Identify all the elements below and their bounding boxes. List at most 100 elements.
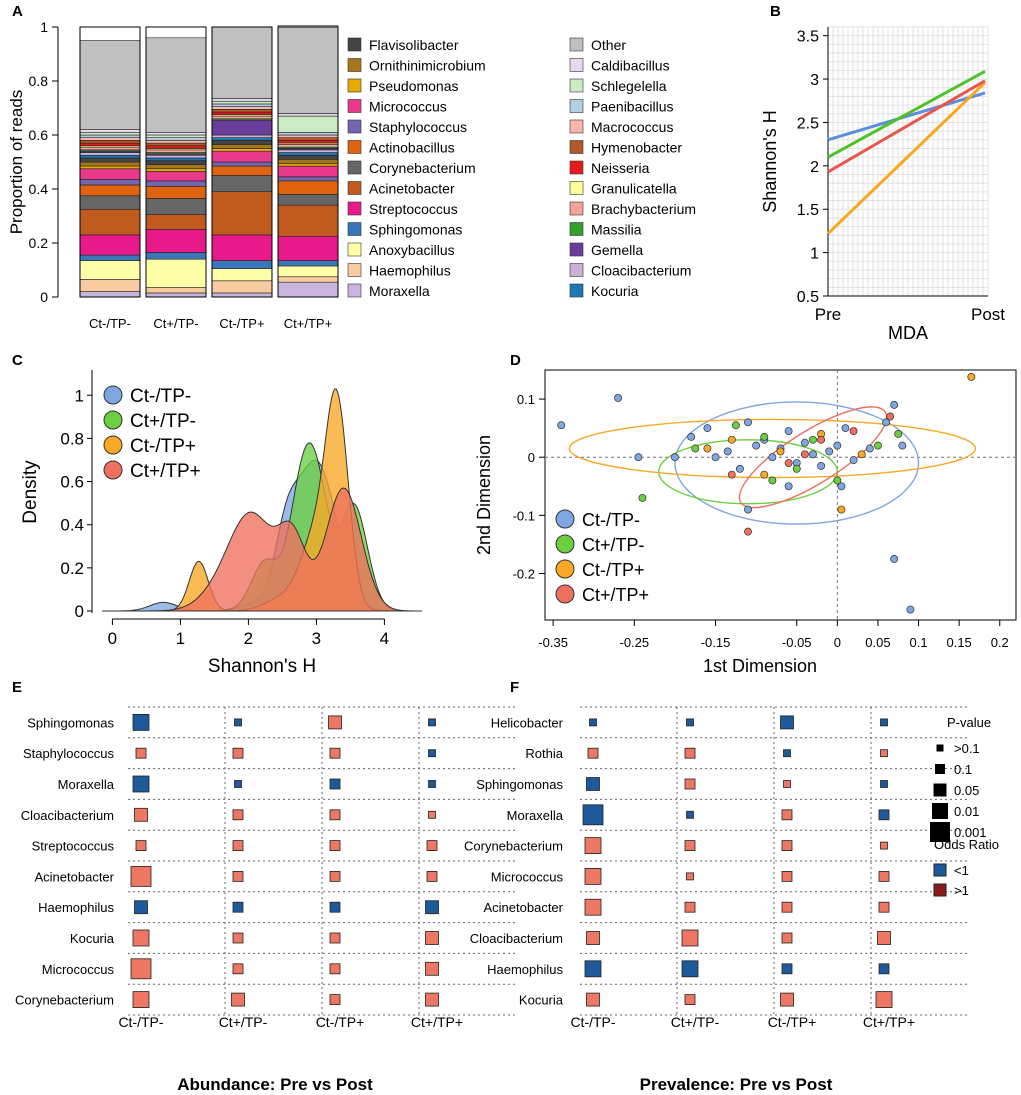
or-square-haemophilus-ct-tp bbox=[681, 960, 699, 978]
legend-pvalue-label: 0.01 bbox=[954, 804, 979, 819]
legend-swatch-haemophilus bbox=[347, 263, 362, 277]
or-square-cloacibacterium-ct-tp bbox=[586, 931, 600, 945]
bar-segment-micrococcus bbox=[277, 165, 339, 178]
bar-segment-anoxybacillus bbox=[211, 268, 273, 282]
bar-segment-ornithinimicrobium bbox=[145, 164, 207, 170]
bar-segment-anoxybacillus bbox=[145, 258, 207, 288]
bar-segment-sphingomonas bbox=[145, 252, 207, 260]
or-square-staphylococcus-ct-tp bbox=[428, 749, 436, 758]
bar-segment-caldibacillus bbox=[211, 98, 273, 102]
scatter-point-ct-tp bbox=[691, 444, 700, 453]
bar-segment-corynebacterium bbox=[211, 175, 273, 193]
panel-labels: A B C D E F bbox=[12, 3, 781, 696]
bar-segment-neisseria bbox=[277, 140, 339, 144]
confidence-ellipse-ct-tp bbox=[738, 406, 888, 509]
or-square-sphingomonas-ct-tp bbox=[328, 715, 342, 730]
y-tick-label: 0.2 bbox=[60, 559, 84, 578]
y-tick-label: 0.1 bbox=[517, 392, 535, 407]
bar-segment-corynebacterium bbox=[79, 195, 141, 210]
legend-label-ct-tp: Ct+/TP+ bbox=[130, 461, 201, 482]
legend-swatch-flavisolibacter bbox=[347, 37, 362, 52]
legend-swatch-hymenobacter bbox=[569, 140, 584, 154]
panel-title: Prevalence: Pre vs Post bbox=[640, 1075, 833, 1094]
x-axis-title: MDA bbox=[888, 323, 928, 343]
or-square-corynebacterium-ct-tp bbox=[584, 837, 602, 854]
bar-segment-haemophilus bbox=[145, 287, 207, 294]
or-square-micrococcus-ct-tp bbox=[878, 871, 890, 882]
bar-segment-ornithinimicrobium bbox=[211, 144, 273, 149]
bar-segment-brachybacterium bbox=[277, 144, 339, 148]
scatter-point-ct-tp bbox=[817, 435, 826, 444]
bar-segment-schlegelella bbox=[79, 132, 141, 136]
bar-segment-macrococcus bbox=[277, 134, 339, 139]
scatter-point-ct-tp bbox=[760, 432, 769, 441]
x-tick-label: -0.35 bbox=[538, 635, 568, 650]
bar-segment-ornithinimicrobium bbox=[277, 159, 339, 164]
or-square-moraxella-ct-tp bbox=[878, 809, 890, 821]
bar-segment-flavisolibacter bbox=[79, 157, 141, 163]
legend-swatch-granulicatella bbox=[569, 181, 584, 195]
panel-label-f: F bbox=[510, 679, 519, 696]
y-tick-label: 0.8 bbox=[29, 73, 49, 89]
row-label-moraxella: Moraxella bbox=[507, 808, 564, 823]
x-tick-label: 3 bbox=[312, 629, 321, 648]
or-square-haemophilus-ct-tp bbox=[781, 963, 793, 975]
legend-pvalue-square bbox=[935, 764, 945, 774]
bar-outline bbox=[79, 26, 141, 298]
row-label-kocuria: Kocuria bbox=[70, 931, 115, 946]
bar-segment-other bbox=[145, 37, 207, 133]
legend-label-ct-tp: Ct+/TP+ bbox=[582, 585, 649, 605]
legend-swatch-actinobacillus bbox=[347, 140, 362, 154]
legend-pvalue-square bbox=[933, 783, 947, 797]
bar-segment-other bbox=[211, 26, 273, 99]
or-square-staphylococcus-ct-tp bbox=[232, 747, 244, 759]
legend-swatch-corynebacterium bbox=[347, 160, 362, 175]
bar-segment-caldibacillus bbox=[79, 129, 141, 133]
or-square-acinetobacter-ct-tp bbox=[130, 866, 152, 887]
bar-segment-schlegelella bbox=[277, 115, 339, 133]
row-label-cloacibacterium: Cloacibacterium bbox=[21, 808, 114, 823]
y-axis-title: 2nd Dimension bbox=[474, 435, 494, 555]
bar-segment-streptococcus bbox=[277, 235, 339, 261]
bar-segment-sphingomonas bbox=[79, 254, 141, 261]
confidence-ellipse-ct-tp bbox=[674, 401, 920, 525]
or-square-helicobacter-ct-tp bbox=[880, 718, 888, 727]
bar-segment-actinobacillus bbox=[277, 180, 339, 195]
panel-f: Helicobacter Rothia Sphingomonas Moraxella C… bbox=[464, 706, 999, 1094]
row-label-cloacibacterium: Cloacibacterium bbox=[470, 931, 563, 946]
or-square-streptococcus-ct-tp bbox=[329, 840, 341, 851]
y-tick-label: 0.6 bbox=[29, 127, 49, 143]
legend-swatch-anoxybacillus bbox=[347, 242, 362, 257]
scatter-point-ct-tp bbox=[800, 450, 809, 459]
bar-segment-macrococcus bbox=[79, 137, 141, 141]
y-axis-title: Density bbox=[20, 460, 41, 524]
scatter-point-ct-tp bbox=[809, 435, 817, 444]
y-axis-title: Shannon's H bbox=[760, 110, 780, 213]
or-square-micrococcus-ct-tp bbox=[686, 872, 694, 881]
or-square-moraxella-ct-tp bbox=[781, 809, 793, 821]
bar-segment-haemophilus bbox=[277, 276, 339, 283]
row-label-haemophilus: Haemophilus bbox=[487, 962, 563, 977]
panel-label-e: E bbox=[12, 679, 22, 696]
legend-swatch-neisseria bbox=[569, 160, 584, 175]
panel-label-b: B bbox=[770, 3, 781, 20]
legend-label-streptococcus: Streptococcus bbox=[369, 201, 458, 217]
bar-segment-moraxella bbox=[211, 292, 273, 298]
y-tick-label: 2.5 bbox=[797, 115, 819, 132]
row-label-sphingomonas: Sphingomonas bbox=[27, 715, 114, 730]
legend-label-other: Other bbox=[591, 37, 626, 53]
or-square-sphingomonas-ct-tp bbox=[428, 718, 436, 727]
x-tick-label: 1 bbox=[176, 629, 185, 648]
or-square-sphingomonas-ct-tp bbox=[586, 777, 600, 791]
or-square-cloacibacterium-ct-tp bbox=[781, 932, 793, 944]
scatter-point-ct-tp bbox=[784, 427, 793, 435]
legend-swatch-pseudomonas bbox=[347, 78, 362, 93]
x-tick-label: 4 bbox=[380, 629, 389, 648]
bar-segment-hymenobacter bbox=[145, 142, 207, 147]
or-square-sphingomonas-ct-tp bbox=[684, 778, 696, 790]
or-square-kocuria-ct-tp bbox=[329, 932, 341, 944]
or-square-haemophilus-ct-tp bbox=[232, 901, 244, 913]
legend-swatch-micrococcus bbox=[347, 99, 362, 113]
y-tick-label: 0.5 bbox=[797, 289, 819, 306]
scatter-point-ct-tp bbox=[894, 430, 903, 438]
